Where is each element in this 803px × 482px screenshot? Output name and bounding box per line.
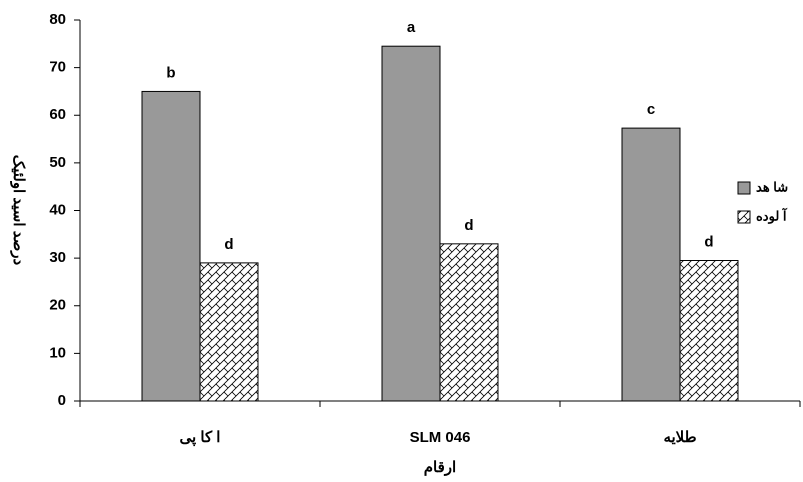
- bar: [621, 127, 681, 402]
- legend-label: آ لوده: [756, 207, 788, 224]
- bar: [381, 45, 441, 402]
- y-tick-label: 40: [49, 201, 66, 218]
- y-tick-label: 30: [49, 249, 66, 266]
- bar: [141, 90, 201, 402]
- bar-letter: c: [647, 101, 655, 118]
- legend-swatch: [737, 210, 751, 224]
- bar: [199, 262, 259, 402]
- x-tick-label: ا کا پی: [180, 429, 221, 447]
- legend-swatch: [737, 181, 751, 195]
- bar-letter: b: [166, 64, 175, 81]
- x-axis-label: ارقام: [424, 459, 456, 476]
- y-tick-label: 10: [49, 344, 66, 361]
- bar: [679, 260, 739, 402]
- y-tick-label: 70: [49, 59, 66, 76]
- bar-letter: a: [407, 19, 416, 36]
- bar: [439, 243, 499, 402]
- x-tick-label: SLM 046: [410, 429, 471, 446]
- bar-letter: d: [464, 217, 473, 234]
- bar-letter: d: [224, 236, 233, 253]
- y-tick-label: 0: [58, 392, 66, 409]
- y-tick-label: 60: [49, 106, 66, 123]
- x-tick-label: طلایه: [663, 429, 696, 446]
- y-tick-label: 50: [49, 154, 66, 171]
- bar-letter: d: [704, 233, 713, 250]
- y-tick-label: 20: [49, 297, 66, 314]
- legend-label: شا هد: [756, 179, 788, 194]
- y-tick-label: 80: [49, 11, 66, 28]
- y-axis-label: درصد اسید اولئیک: [10, 155, 27, 266]
